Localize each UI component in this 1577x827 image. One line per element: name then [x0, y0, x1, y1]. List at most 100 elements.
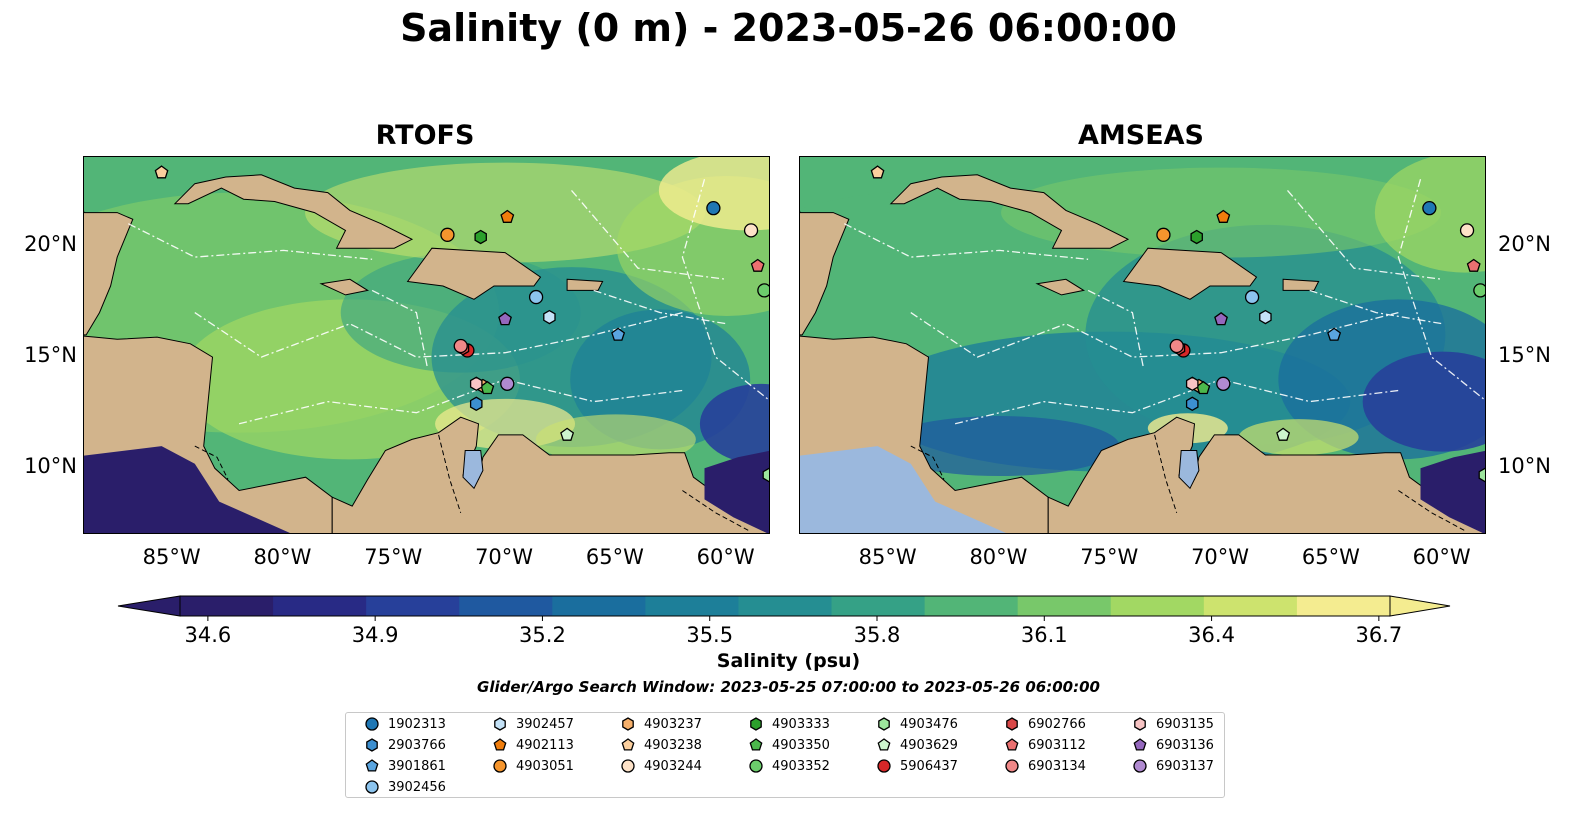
legend-item: 6903137	[1132, 758, 1214, 774]
float-marker-6903135	[1185, 376, 1199, 392]
float-marker-6903137	[500, 376, 515, 391]
float-marker-4902113	[1216, 209, 1231, 223]
legend-label: 3902457	[516, 716, 574, 732]
colorbar-tick-label: 36.4	[1188, 623, 1235, 647]
legend-label: 4902113	[516, 737, 574, 753]
float-marker-6903134	[1169, 338, 1184, 354]
float-marker-4903629	[560, 427, 575, 441]
colorbar-segment	[459, 596, 553, 616]
colorbar-segment	[645, 596, 739, 616]
colorbar-tick-label: 36.1	[1021, 623, 1068, 647]
lat-tick-label-left: 15°N	[24, 343, 77, 368]
float-marker-6903112	[750, 258, 765, 272]
legend-label: 3901861	[388, 758, 446, 774]
float-marker-4903476	[762, 467, 769, 483]
float-legend: 1902313 2903766 3901861 3902456 3902457 49021…	[345, 712, 1225, 798]
legend-marker-icon	[750, 717, 762, 731]
legend-item: 3902456	[364, 779, 446, 795]
search-window-text: Glider/Argo Search Window: 2023-05-25 07…	[477, 678, 1100, 696]
legend-label: 6903136	[1156, 737, 1214, 753]
lon-tick-label: 85°W	[858, 545, 917, 569]
float-marker-3902457	[1259, 309, 1272, 325]
lon-tick-label: 65°W	[1301, 545, 1360, 569]
float-marker-4903051	[1156, 227, 1171, 242]
float-marker-3901861	[611, 327, 626, 341]
legend-marker-icon	[366, 738, 378, 752]
colorbar-segment	[273, 596, 367, 616]
float-marker-3901861	[1327, 327, 1342, 341]
legend-label: 4903051	[516, 758, 574, 774]
float-marker-4903352	[1473, 283, 1485, 298]
legend-label: 6903135	[1156, 716, 1214, 732]
legend-item: 1902313	[364, 716, 446, 732]
legend-label: 3902456	[388, 779, 446, 795]
colorbar-segment	[366, 596, 460, 616]
colorbar-segment	[1203, 596, 1298, 616]
legend-label: 4903352	[772, 758, 830, 774]
lon-tick-label: 75°W	[364, 545, 423, 569]
legend-item: 4903333	[748, 716, 830, 732]
float-marker-6903135	[469, 376, 483, 392]
legend-marker-icon	[622, 717, 634, 731]
float-marker-4903051	[440, 227, 455, 242]
legend-label: 6902766	[1028, 716, 1086, 732]
colorbar-label: Salinity (psu)	[716, 650, 861, 672]
legend-label: 4903350	[772, 737, 830, 753]
legend-label: 4903244	[644, 758, 702, 774]
salinity-colorbar: 34.6 34.9 35.2 35.5 35.8 36.1 36.4 36.7	[117, 595, 1451, 647]
legend-item: 4903238	[620, 737, 702, 753]
float-marker-4903238	[870, 165, 885, 179]
float-marker-4903244	[743, 223, 759, 238]
legend-marker-icon	[1134, 717, 1146, 731]
colorbar-tick-label: 35.2	[519, 623, 566, 647]
legend-marker-icon	[365, 780, 379, 794]
legend-marker-icon	[749, 738, 763, 751]
map-canvas	[84, 157, 769, 533]
legend-item: 6903134	[1004, 758, 1086, 774]
legend-item: 6903136	[1132, 737, 1214, 753]
map-panel-rtofs	[83, 156, 770, 534]
legend-label: 6903112	[1028, 737, 1086, 753]
float-marker-4903333	[1190, 229, 1203, 245]
float-marker-4903238	[154, 165, 169, 179]
float-marker-6903136	[1214, 311, 1228, 326]
float-marker-6903136	[498, 311, 512, 326]
colorbar-segment	[1296, 596, 1391, 616]
legend-marker-icon	[749, 759, 763, 773]
float-marker-2903766	[469, 396, 483, 412]
legend-item: 6903112	[1004, 737, 1086, 753]
legend-label: 1902313	[388, 716, 446, 732]
lat-tick-label-right: 20°N	[1498, 231, 1551, 256]
legend-marker-icon	[877, 738, 891, 751]
legend-item: 4902113	[492, 737, 574, 753]
legend-marker-icon	[365, 759, 379, 772]
legend-marker-icon	[878, 717, 890, 731]
legend-label: 4903476	[900, 716, 958, 732]
legend-marker-icon	[1005, 759, 1019, 773]
colorbar-segment	[831, 596, 926, 616]
legend-item: 4903350	[748, 737, 830, 753]
legend-item: 2903766	[364, 737, 446, 753]
panel-title-rtofs: RTOFS	[375, 120, 475, 151]
float-marker-4903352	[757, 283, 769, 298]
map-panel-amseas	[799, 156, 1486, 534]
float-marker-3902456	[1244, 289, 1260, 305]
float-marker-4903244	[1459, 223, 1475, 238]
legend-marker-icon	[1006, 717, 1018, 731]
legend-marker-icon	[493, 738, 507, 751]
legend-marker-icon	[621, 759, 635, 773]
lon-tick-label: 75°W	[1080, 545, 1139, 569]
legend-label: 2903766	[388, 737, 446, 753]
colorbar-segment	[924, 596, 1019, 616]
map-canvas	[800, 157, 1485, 533]
float-marker-4902113	[500, 209, 515, 223]
float-marker-6903134	[453, 338, 468, 354]
legend-label: 4903238	[644, 737, 702, 753]
legend-label: 4903237	[644, 716, 702, 732]
figure-title: Salinity (0 m) - 2023-05-26 06:00:00	[400, 6, 1177, 50]
float-marker-2903766	[1185, 396, 1199, 412]
legend-marker-icon	[494, 717, 506, 731]
lon-tick-label: 60°W	[1412, 545, 1471, 569]
colorbar-segment	[1017, 596, 1112, 616]
legend-label: 6903134	[1028, 758, 1086, 774]
